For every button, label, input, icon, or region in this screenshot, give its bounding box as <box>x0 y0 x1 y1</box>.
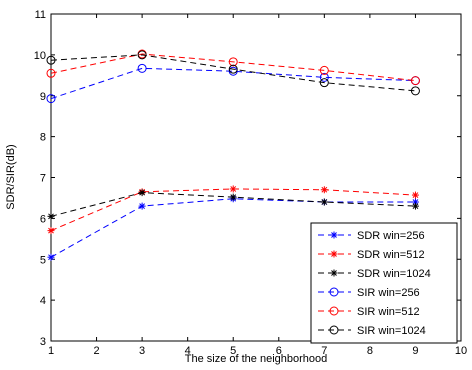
data-point <box>228 57 238 67</box>
data-point <box>229 185 237 193</box>
data-point <box>137 50 147 60</box>
x-axis-label: The size of the neighborhood <box>185 353 328 365</box>
y-tick-label: 5 <box>40 254 46 266</box>
legend-entry: SDR win=1024 <box>357 268 431 280</box>
axis-ticks: 1 2 3 4 5 6 7 8 9 10 3 4 5 6 7 8 9 10 11 <box>34 9 467 357</box>
x-tick-label: 1 <box>48 345 54 357</box>
data-point <box>47 253 55 261</box>
data-point <box>319 78 329 88</box>
data-point <box>46 55 56 65</box>
y-tick-label: 6 <box>40 213 46 225</box>
data-point <box>411 191 419 199</box>
legend-box <box>310 222 458 344</box>
series-line-4 <box>50 67 416 100</box>
y-axis-label: SDR/SIR(dB) <box>5 144 17 209</box>
y-tick-label: 9 <box>40 91 46 103</box>
legend-marker <box>330 269 338 277</box>
x-tick-label: 6 <box>276 345 282 357</box>
data-point <box>46 94 56 104</box>
x-tick-label: 2 <box>93 345 99 357</box>
x-tick-label: 9 <box>412 345 418 357</box>
legend-entry: SIR win=1024 <box>357 325 426 337</box>
legend-marker <box>329 287 339 297</box>
legend-entry: SDR win=512 <box>357 249 425 261</box>
data-point <box>229 193 237 201</box>
data-point <box>320 186 328 194</box>
data-point <box>411 202 419 210</box>
legend-entry: SIR win=512 <box>357 306 420 318</box>
data-point <box>410 86 420 96</box>
legend-entry: SIR win=256 <box>357 287 420 299</box>
data-point <box>138 202 146 210</box>
x-tick-label: 7 <box>321 345 327 357</box>
legend: SDR win=256 SDR win=512 SDR win=1024 SIR wi… <box>310 222 458 344</box>
legend-entry: SDR win=256 <box>357 230 425 242</box>
x-tick-label: 5 <box>230 345 236 357</box>
data-point <box>319 72 329 82</box>
legend-marker <box>330 231 338 239</box>
y-tick-label: 11 <box>35 9 46 21</box>
y-tick-label: 4 <box>40 295 46 307</box>
data-point <box>138 189 146 197</box>
y-tick-label: 3 <box>40 336 46 348</box>
series-line-5 <box>50 53 416 82</box>
series-line-6 <box>50 54 416 92</box>
series-layer <box>46 49 420 261</box>
x-tick-label: 10 <box>455 345 467 357</box>
y-tick-label: 10 <box>34 50 46 62</box>
data-point <box>319 65 329 75</box>
legend-marker <box>329 306 339 316</box>
legend-marker <box>329 325 339 335</box>
data-point <box>46 68 56 78</box>
data-point <box>228 64 238 74</box>
data-point <box>320 198 328 206</box>
y-tick-label: 8 <box>40 132 46 144</box>
x-tick-label: 3 <box>139 345 145 357</box>
y-tick-label: 7 <box>40 173 46 185</box>
data-point <box>47 227 55 235</box>
data-point <box>137 63 147 73</box>
x-tick-label: 4 <box>185 345 191 357</box>
data-point <box>47 212 55 220</box>
x-tick-label: 8 <box>367 345 373 357</box>
legend-marker <box>330 250 338 258</box>
data-point <box>410 76 420 86</box>
